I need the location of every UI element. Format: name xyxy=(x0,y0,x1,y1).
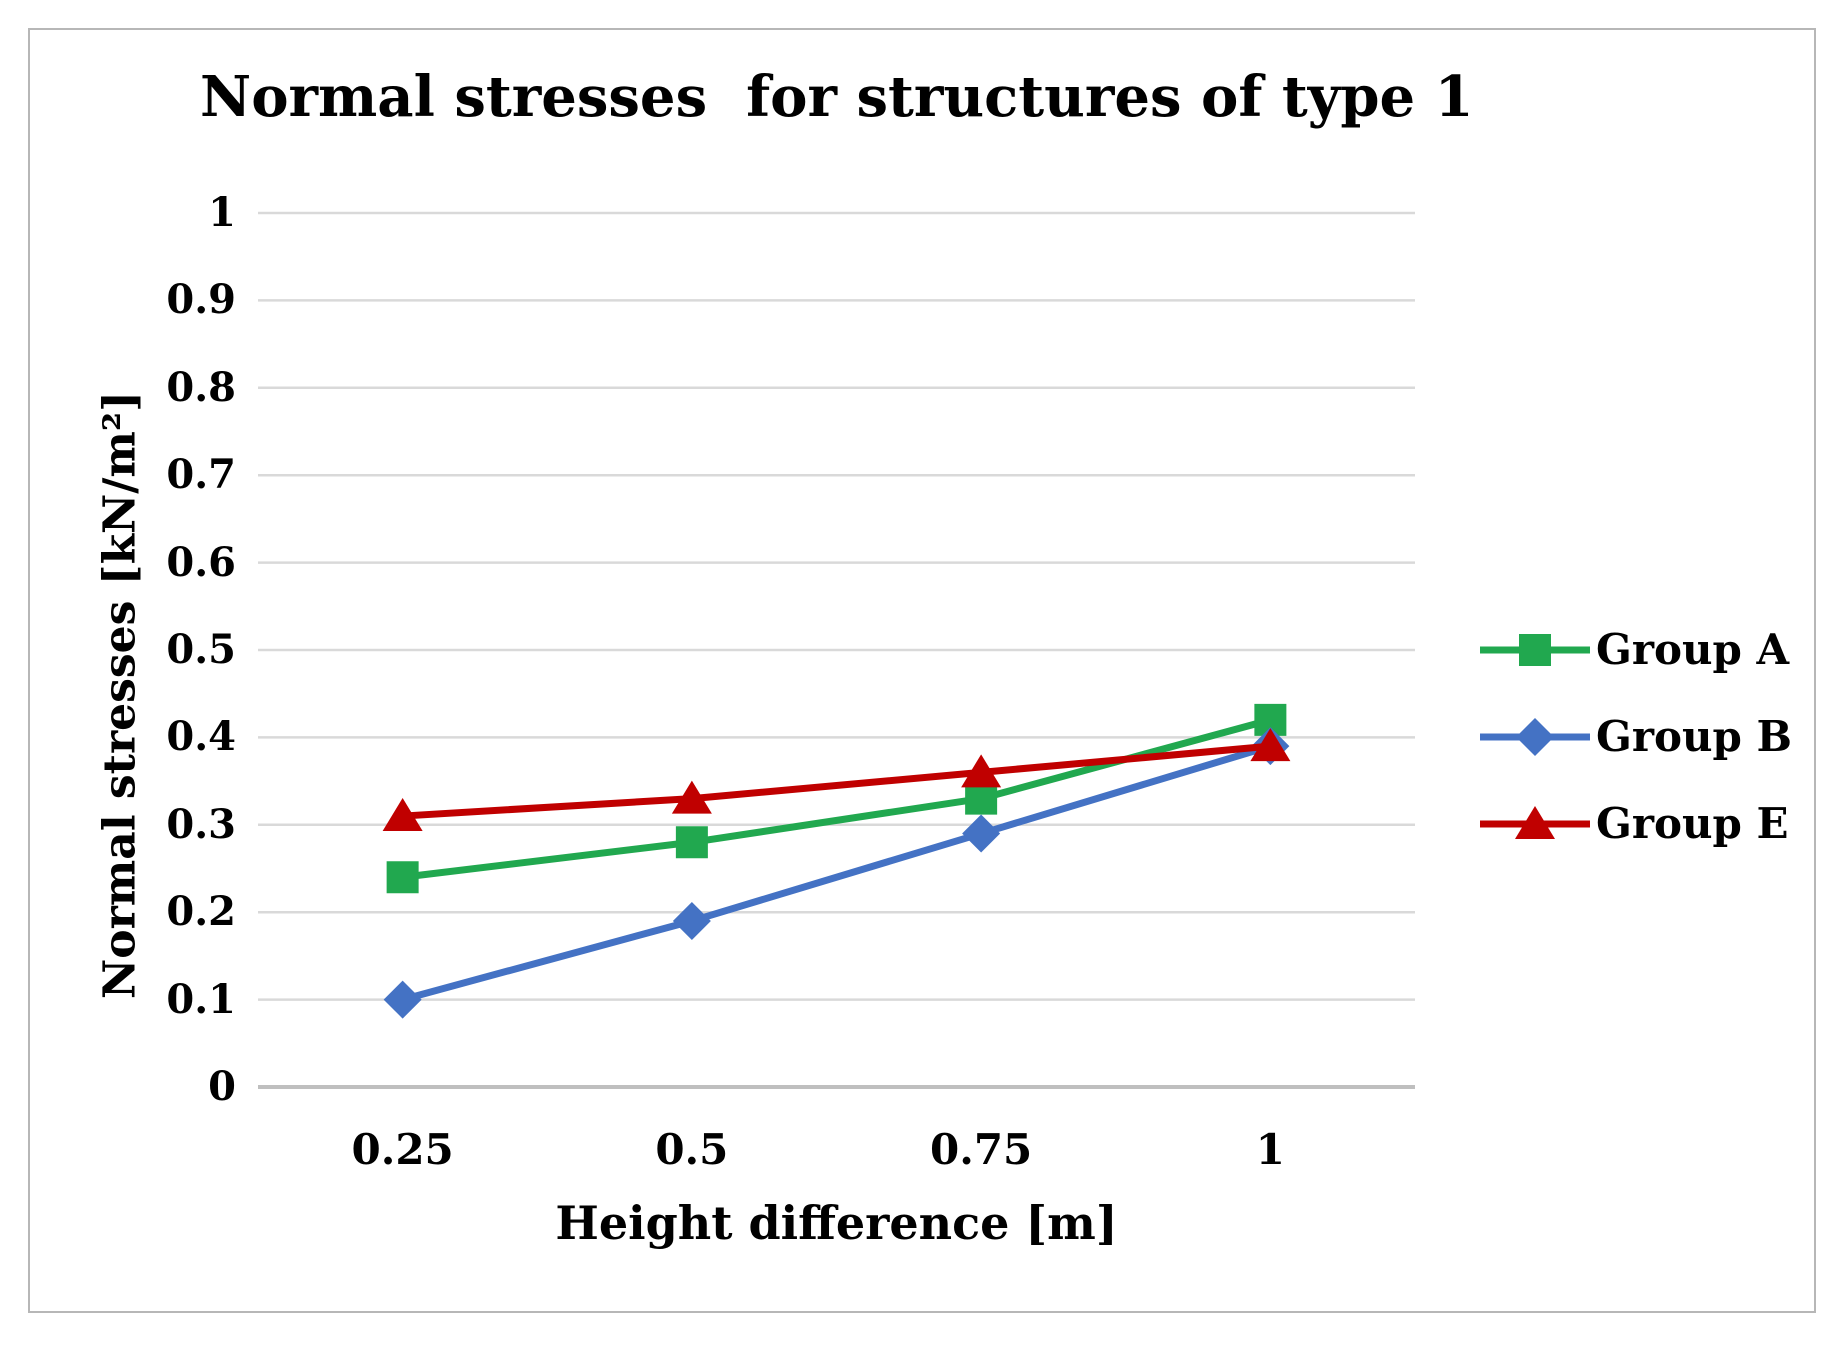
chart-title: Normal stresses for structures of type 1 xyxy=(200,64,1474,130)
y-tick-label: 0.4 xyxy=(166,713,236,761)
legend: Group A Group B Group E xyxy=(1478,606,1792,867)
triangle-marker-group-e xyxy=(961,754,1002,788)
diamond-legend-icon xyxy=(1480,717,1590,756)
legend-label: Group B xyxy=(1596,712,1793,761)
square-marker-group-a xyxy=(1254,703,1287,736)
y-tick-label: 0.8 xyxy=(166,363,236,411)
y-tick-label: 0.2 xyxy=(166,888,236,936)
triangle-marker-group-e xyxy=(1250,728,1291,762)
square-marker-group-a xyxy=(675,826,708,859)
x-tick-label: 0.5 xyxy=(655,1125,729,1174)
triangle-marker-group-e xyxy=(671,780,712,814)
triangle-marker-group-e xyxy=(382,798,423,832)
series-line-group-e xyxy=(399,742,1274,820)
x-tick-label: 0.75 xyxy=(929,1125,1033,1174)
chart-frame-border xyxy=(28,28,1816,1313)
x-tick-label: 0.25 xyxy=(351,1125,454,1174)
y-tick-label: 0.6 xyxy=(166,538,236,586)
x-axis-title: Height difference [m] xyxy=(555,1196,1118,1250)
square-legend-icon xyxy=(1480,633,1590,666)
diamond-marker-group-b xyxy=(672,901,711,940)
x-tick-label: 1 xyxy=(1255,1125,1285,1174)
y-tick-label: 0.3 xyxy=(166,800,236,848)
series-line-group-b xyxy=(399,742,1274,1004)
y-tick-label: 0.5 xyxy=(166,626,236,673)
square-marker-group-a xyxy=(965,782,998,815)
y-tick-label: 1 xyxy=(208,189,236,236)
legend-item-group-a: Group A xyxy=(1478,606,1792,693)
legend-label: Group A xyxy=(1596,625,1790,674)
legend-label: Group E xyxy=(1596,799,1789,848)
diamond-marker-group-b xyxy=(383,980,422,1019)
legend-item-group-e: Group E xyxy=(1478,780,1792,867)
y-tick-label: 0 xyxy=(208,1063,236,1110)
triangle-legend-icon xyxy=(1480,805,1590,839)
series-line-group-a xyxy=(399,716,1274,881)
diamond-marker-group-b xyxy=(962,814,1001,853)
square-marker-group-a xyxy=(386,861,419,894)
legend-item-group-b: Group B xyxy=(1478,693,1792,780)
y-tick-label: 0.1 xyxy=(166,975,236,1023)
y-tick-label: 0.9 xyxy=(166,276,236,324)
y-tick-label: 0.7 xyxy=(166,451,236,499)
